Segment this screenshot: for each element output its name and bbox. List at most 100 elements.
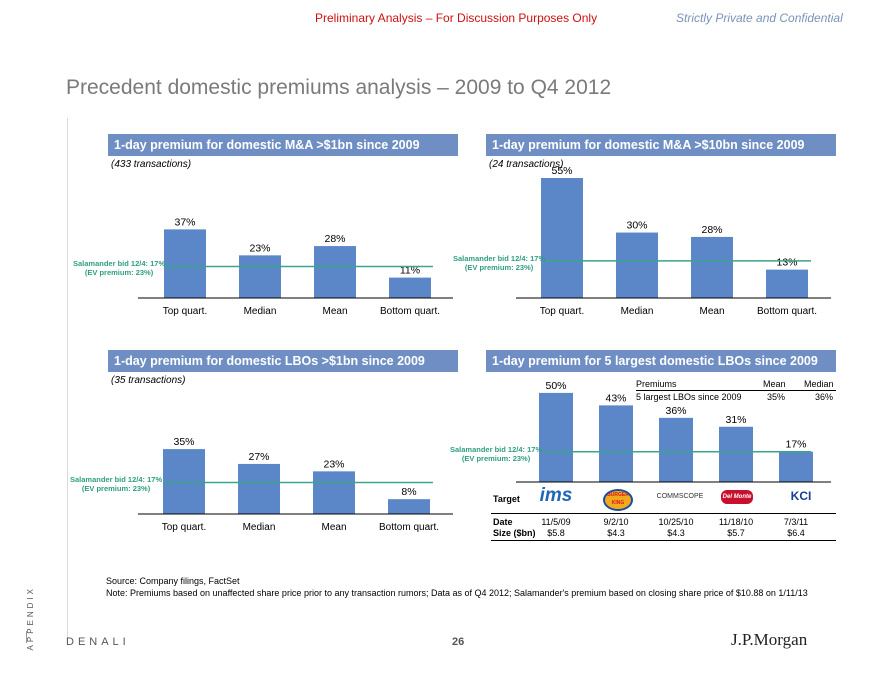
bar-chart: 55% Top quart. 30% Median 28% Mean 13% Bottom q… [516, 165, 831, 317]
premiums-row-label: 5 largest LBOs since 2009 [636, 392, 742, 402]
category-label: Mean [321, 522, 346, 533]
data-label: 43% [605, 392, 626, 404]
category-label: Bottom quart. [380, 306, 440, 317]
deal-size: $4.3 [607, 528, 625, 538]
bar [164, 229, 206, 298]
logo-burger-king: BURGER KING [603, 489, 633, 511]
bar-chart: 37% Top quart. 23% Median 28% Mean 11% Bottom q… [138, 216, 453, 317]
chart-panel-lbo-1bn: 1-day premium for domestic LBOs >$1bn si… [70, 350, 458, 540]
size-label: Size ($bn) [493, 528, 536, 538]
data-label: 28% [701, 224, 722, 236]
data-label: 36% [665, 405, 686, 417]
deal-date: 11/18/10 [718, 517, 754, 527]
chart-panel-ma-10bn: 1-day premium for domestic M&A >$10bn si… [453, 134, 836, 324]
bar [541, 178, 583, 298]
category-label: Top quart. [540, 306, 584, 317]
panel-title: 1-day premium for domestic LBOs >$1bn si… [108, 350, 458, 372]
bar [314, 246, 356, 298]
data-label: 37% [174, 216, 195, 228]
bar [539, 392, 573, 482]
bar [163, 449, 205, 514]
logo-del-monte: Del Monte [721, 490, 753, 504]
premiums-header: Premiums [636, 379, 677, 389]
deal-size: $6.4 [787, 528, 805, 538]
data-label: 30% [626, 220, 647, 232]
bar [238, 463, 280, 514]
category-label: Bottom quart. [757, 306, 817, 317]
source-note: Source: Company filings, FactSet [106, 576, 240, 586]
data-label: 50% [545, 380, 566, 392]
panel-subtitle: (35 transactions) [111, 375, 186, 386]
bar-chart: 50% 43% 36% 31% 17% [516, 380, 831, 483]
salamander-bid-line: Salamander bid 12/4: 17% [453, 253, 546, 263]
data-label: 23% [323, 458, 344, 470]
table-bottom-rule [491, 540, 836, 541]
bar [599, 405, 633, 482]
panel-subtitle: (433 transactions) [111, 159, 192, 170]
bar [239, 255, 281, 298]
category-label: Top quart. [162, 522, 206, 533]
page-number: 26 [452, 636, 465, 648]
footer-tick [26, 631, 27, 643]
left-divider [67, 118, 68, 638]
deal-size: $5.7 [727, 528, 745, 538]
deal-size: $5.8 [547, 528, 565, 538]
data-label: 35% [173, 436, 194, 448]
header-confidential: Strictly Private and Confidential [676, 11, 843, 25]
bar-chart: 35% Top quart. 27% Median 23% Mean 8% Bottom qu… [138, 436, 453, 533]
data-label: 17% [785, 439, 806, 451]
appendix-label: APPENDIX [26, 586, 35, 651]
deal-date: 11/5/09 [541, 517, 571, 527]
bar [388, 499, 430, 514]
footnotes: Source: Company filings, FactSet Note: P… [106, 575, 808, 599]
salamander-bid-line: Salamander bid 12/4: 17% [450, 444, 543, 454]
bar [779, 451, 813, 482]
jpmorgan-logo: J.P.Morgan [731, 630, 808, 649]
panel-subtitle: (24 transactions) [489, 159, 564, 170]
mean-header: Mean [763, 379, 786, 389]
logo-commscope: COMMSCOPE [656, 493, 704, 500]
brand-name: DENALI [66, 636, 130, 648]
methodology-note: Note: Premiums based on unaffected share… [106, 588, 808, 598]
salamander-bid-line: (EV premium: 23%) [81, 484, 151, 494]
page-title: Precedent domestic premiums analysis – 2… [66, 76, 612, 99]
category-label: Mean [699, 306, 724, 317]
data-label: 55% [551, 165, 572, 177]
bar [389, 277, 431, 298]
category-label: Median [244, 306, 277, 317]
salamander-bid-line: (EV premium: 23%) [464, 262, 534, 272]
panel-title: 1-day premium for domestic M&A >$1bn sin… [108, 134, 458, 156]
panel-title: 1-day premium for domestic M&A >$10bn si… [486, 134, 836, 156]
data-label: 8% [401, 486, 416, 498]
data-label: 31% [725, 414, 746, 426]
date-label: Date [493, 517, 513, 527]
salamander-bid-line: Salamander bid 12/4: 17% [70, 475, 163, 485]
data-label: 27% [248, 451, 269, 463]
data-label: 23% [249, 242, 270, 254]
data-label: 13% [776, 257, 797, 269]
bar [766, 269, 808, 298]
target-rule [491, 513, 836, 514]
salamander-bid-line: Salamander bid 12/4: 17% [73, 259, 166, 269]
deal-date: 7/3/11 [783, 517, 809, 527]
bar [616, 232, 658, 298]
salamander-bid-label: Salamander bid 12/4: 17% (EV premium: 23%… [450, 445, 542, 463]
data-label: 11% [400, 265, 420, 277]
premiums-mean-value: 35% [767, 392, 786, 402]
salamander-bid-label: Salamander bid 12/4: 17% (EV premium: 23%… [70, 475, 162, 493]
chart-panel-ma-1bn: 1-day premium for domestic M&A >$1bn sin… [73, 134, 458, 324]
logo-ims: ims [539, 485, 573, 506]
premiums-rule [636, 390, 836, 391]
deal-date: 9/2/10 [603, 517, 629, 527]
bar [659, 417, 693, 482]
salamander-bid-label: Salamander bid 12/4: 17% (EV premium: 23%… [453, 254, 545, 272]
salamander-bid-line: (EV premium: 23%) [461, 453, 531, 463]
header-preliminary: Preliminary Analysis – For Discussion Pu… [315, 11, 598, 25]
median-header: Median [804, 379, 834, 389]
premiums-median-value: 36% [815, 392, 834, 402]
category-label: Median [243, 522, 276, 533]
target-label: Target [493, 494, 520, 504]
deal-size: $4.3 [667, 528, 685, 538]
data-label: 28% [324, 233, 345, 245]
salamander-bid-line: (EV premium: 23%) [84, 268, 154, 278]
